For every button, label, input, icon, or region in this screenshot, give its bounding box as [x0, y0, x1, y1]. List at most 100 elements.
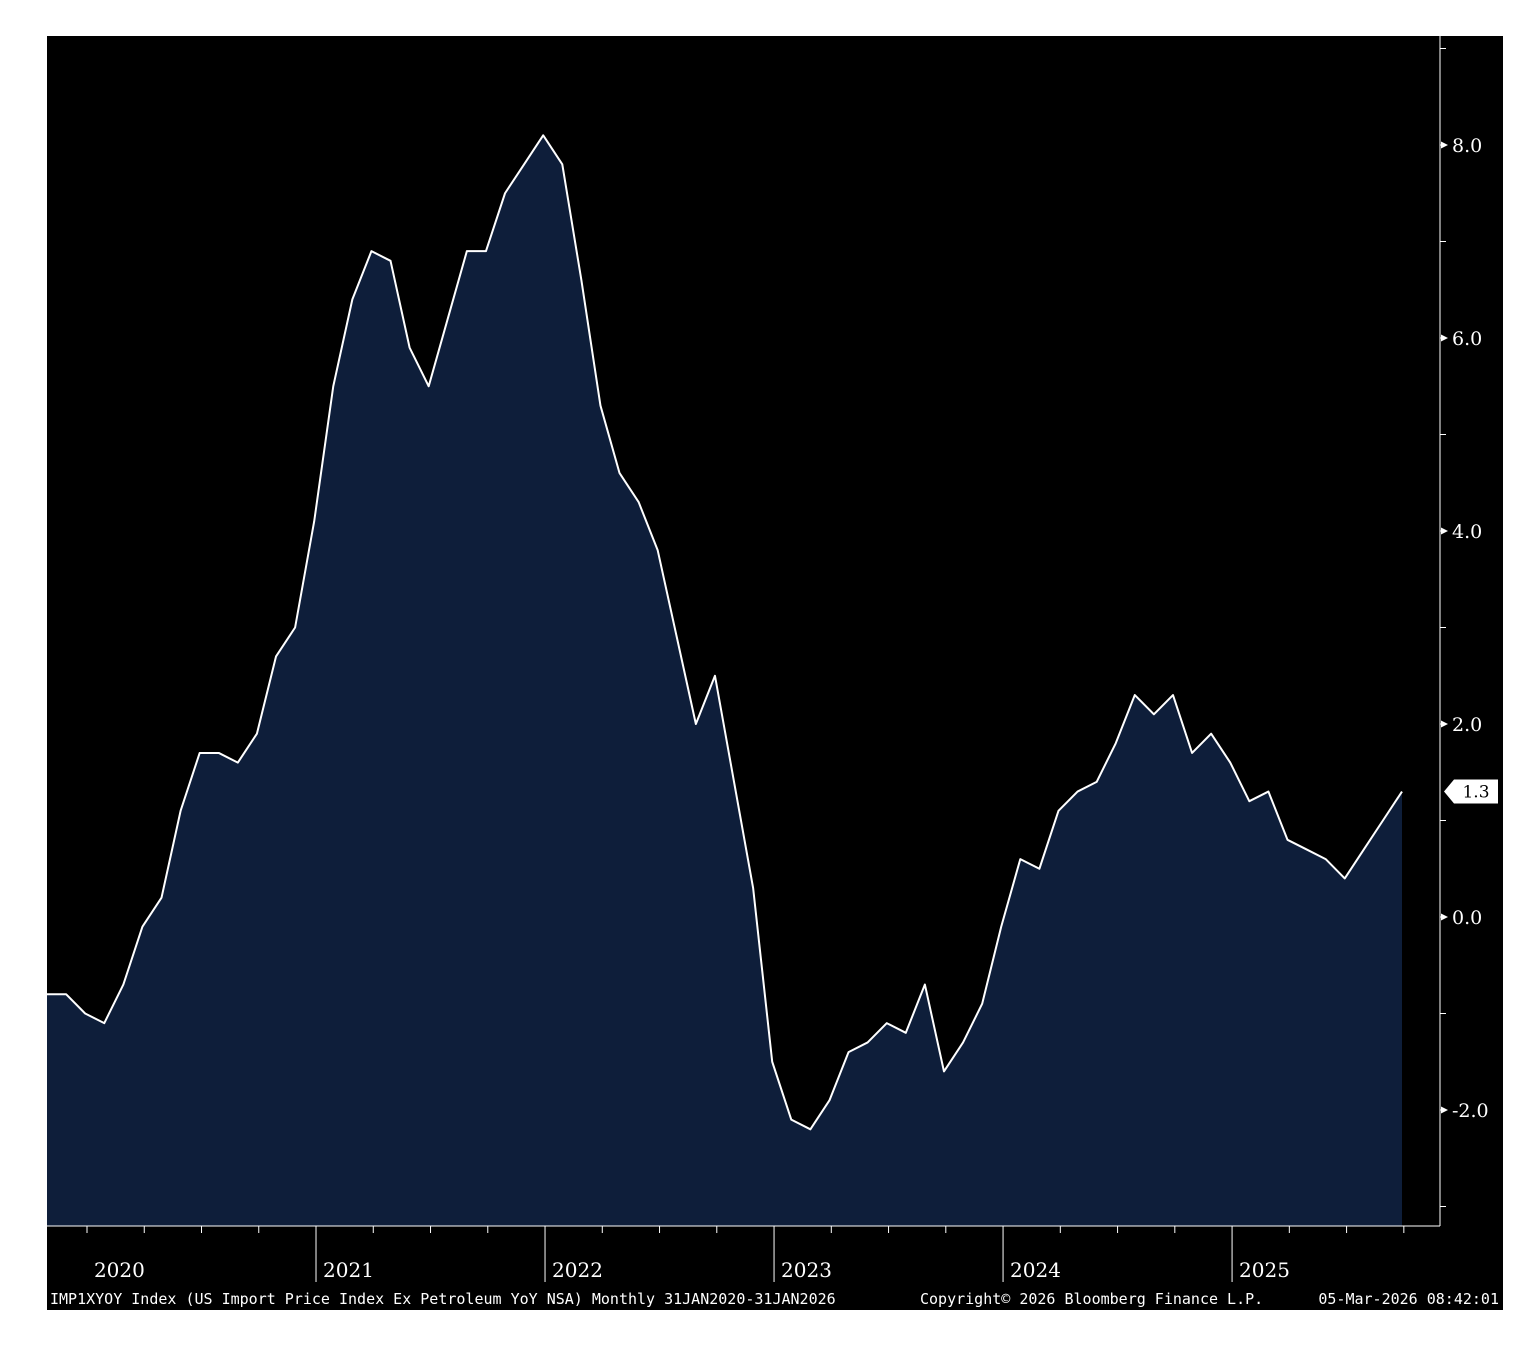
data-point: [1171, 694, 1174, 697]
y-major-tick: [1441, 141, 1448, 149]
y-major-tick: [1441, 913, 1448, 921]
data-point: [942, 1070, 945, 1073]
data-point: [1401, 790, 1404, 793]
y-tick-label: 2.0: [1452, 714, 1482, 736]
data-point: [1057, 809, 1060, 812]
data-point: [1286, 838, 1289, 841]
data-point: [618, 472, 621, 475]
data-point: [733, 780, 736, 783]
data-point: [1114, 742, 1117, 745]
data-point: [828, 1099, 831, 1102]
footer-description: IMP1XYOY Index (US Import Price Index Ex…: [50, 1290, 836, 1308]
data-point: [866, 1041, 869, 1044]
y-tick-label: -2.0: [1452, 1100, 1489, 1122]
data-point: [65, 993, 68, 996]
last-value-marker: 1.3: [1444, 779, 1498, 804]
data-point: [1095, 780, 1098, 783]
x-tick-label: 2025: [1239, 1258, 1290, 1282]
data-point: [141, 925, 144, 928]
data-point: [790, 1118, 793, 1121]
data-point: [809, 1128, 812, 1131]
data-point: [236, 761, 239, 764]
data-point: [446, 317, 449, 320]
y-axis: 8.0 6.0 4.0 2.0 0.0 -2.0 1.3: [1439, 36, 1498, 1226]
y-major-tick: [1441, 527, 1448, 535]
data-point: [332, 385, 335, 388]
x-tick-label: 2020: [94, 1258, 145, 1282]
data-point: [1381, 819, 1384, 822]
data-point: [904, 1031, 907, 1034]
footer-timestamp: 05-Mar-2026 08:42:01: [1318, 1290, 1499, 1308]
data-point: [1343, 877, 1346, 880]
x-ticks: 2020 2021 2022 2023 2024 2025: [86, 1226, 1405, 1282]
footer: IMP1XYOY Index (US Import Price Index Ex…: [50, 1290, 1499, 1308]
data-point: [1324, 858, 1327, 861]
data-point: [484, 250, 487, 253]
data-point: [637, 501, 640, 504]
data-point: [351, 298, 354, 301]
data-point: [465, 250, 468, 253]
data-point: [542, 134, 545, 137]
data-point: [198, 751, 201, 754]
data-point: [694, 723, 697, 726]
data-point: [160, 896, 163, 899]
data-point: [771, 1060, 774, 1063]
y-tick-label: 8.0: [1452, 135, 1482, 157]
data-point: [408, 346, 411, 349]
y-ticks: 8.0 6.0 4.0 2.0 0.0 -2.0: [1440, 48, 1489, 1207]
data-point: [713, 674, 716, 677]
x-tick-label: 2022: [552, 1258, 603, 1282]
y-tick-label: 0.0: [1452, 907, 1482, 929]
chart-canvas: 8.0 6.0 4.0 2.0 0.0 -2.0 1.3 2020 2021 2022 2023…: [47, 36, 1503, 1310]
y-major-tick: [1441, 1106, 1448, 1114]
data-point: [504, 192, 507, 195]
series-area-fill: [47, 135, 1402, 1227]
data-point: [103, 1022, 106, 1025]
data-point: [427, 385, 430, 388]
last-value-label: 1.3: [1462, 783, 1489, 803]
data-point: [1191, 751, 1194, 754]
data-point: [389, 259, 392, 262]
data-point: [923, 983, 926, 986]
data-point: [275, 655, 278, 658]
series-line: [47, 134, 1403, 1131]
data-point: [1133, 694, 1136, 697]
data-point: [217, 751, 220, 754]
x-axis: 2020 2021 2022 2023 2024 2025: [47, 1225, 1440, 1282]
data-point: [752, 887, 755, 890]
x-tick-label: 2024: [1010, 1258, 1061, 1282]
y-tick-label: 4.0: [1452, 521, 1482, 543]
chart-frame: 8.0 6.0 4.0 2.0 0.0 -2.0 1.3 2020 2021 2022 2023…: [47, 36, 1503, 1310]
data-point: [1019, 858, 1022, 861]
data-point: [1000, 925, 1003, 928]
data-point: [561, 163, 564, 166]
data-point: [1248, 800, 1251, 803]
data-point: [656, 549, 659, 552]
data-point: [1267, 790, 1270, 793]
last-value-box: [1444, 779, 1498, 804]
data-point: [580, 279, 583, 282]
data-point: [981, 1002, 984, 1005]
plot-area: [47, 134, 1404, 1227]
y-major-tick: [1441, 720, 1448, 728]
data-point: [599, 404, 602, 407]
x-tick-label: 2023: [781, 1258, 832, 1282]
y-tick-label: 6.0: [1452, 328, 1482, 350]
y-major-tick: [1441, 334, 1448, 342]
data-point: [255, 732, 258, 735]
footer-copyright: Copyright© 2026 Bloomberg Finance L.P.: [920, 1290, 1263, 1308]
data-point: [523, 163, 526, 166]
data-point: [84, 1012, 87, 1015]
data-point: [313, 520, 316, 523]
x-tick-label: 2021: [323, 1258, 374, 1282]
data-point: [885, 1022, 888, 1025]
data-point: [370, 250, 373, 253]
data-point: [179, 809, 182, 812]
data-point: [962, 1041, 965, 1044]
data-point: [294, 626, 297, 629]
data-point: [1305, 848, 1308, 851]
data-point: [122, 983, 125, 986]
data-point: [1210, 732, 1213, 735]
data-point: [1362, 848, 1365, 851]
data-point: [1152, 713, 1155, 716]
